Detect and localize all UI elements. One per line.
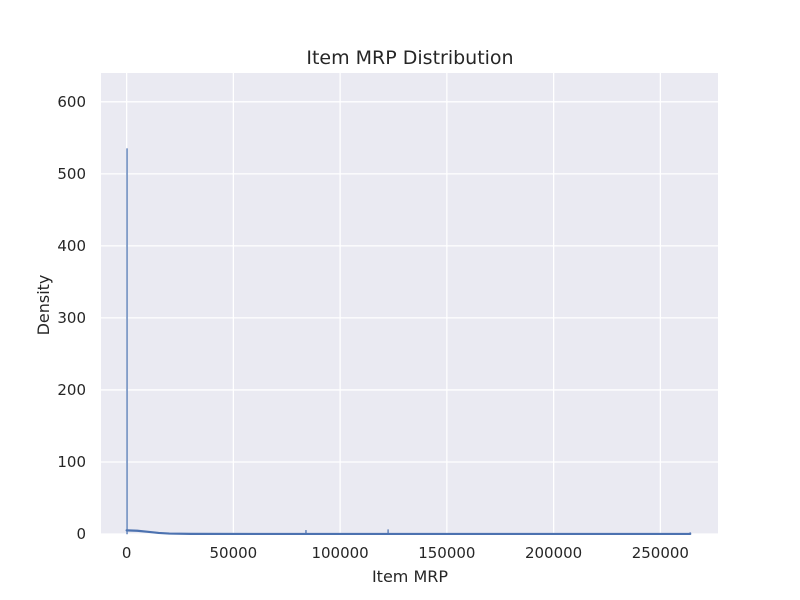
kde-line <box>125 529 692 536</box>
x-tick-label: 200000 <box>525 544 582 562</box>
kde-curve <box>125 529 692 536</box>
y-tick-label: 600 <box>57 93 86 111</box>
x-tick-label: 0 <box>122 544 132 562</box>
x-tick-label: 100000 <box>311 544 368 562</box>
y-tick-label: 100 <box>57 453 86 471</box>
y-tick-label: 200 <box>57 381 86 399</box>
x-axis-label: Item MRP <box>372 567 448 586</box>
x-tick-label: 150000 <box>418 544 475 562</box>
chart-title: Item MRP Distribution <box>306 47 513 69</box>
x-tick-label: 250000 <box>632 544 689 562</box>
grid <box>101 73 718 535</box>
y-tick-label: 300 <box>57 309 86 327</box>
y-axis-ticks: 0 100 200 300 400 500 600 <box>57 93 86 543</box>
histogram-bar <box>126 148 128 535</box>
y-tick-label: 0 <box>76 525 86 543</box>
y-axis-label: Density <box>34 275 53 336</box>
y-tick-label: 500 <box>57 165 86 183</box>
x-axis-ticks: 0 50000 100000 150000 200000 250000 <box>122 544 689 562</box>
plot-area <box>101 73 718 534</box>
y-tick-label: 400 <box>57 237 86 255</box>
x-tick-label: 50000 <box>210 544 258 562</box>
